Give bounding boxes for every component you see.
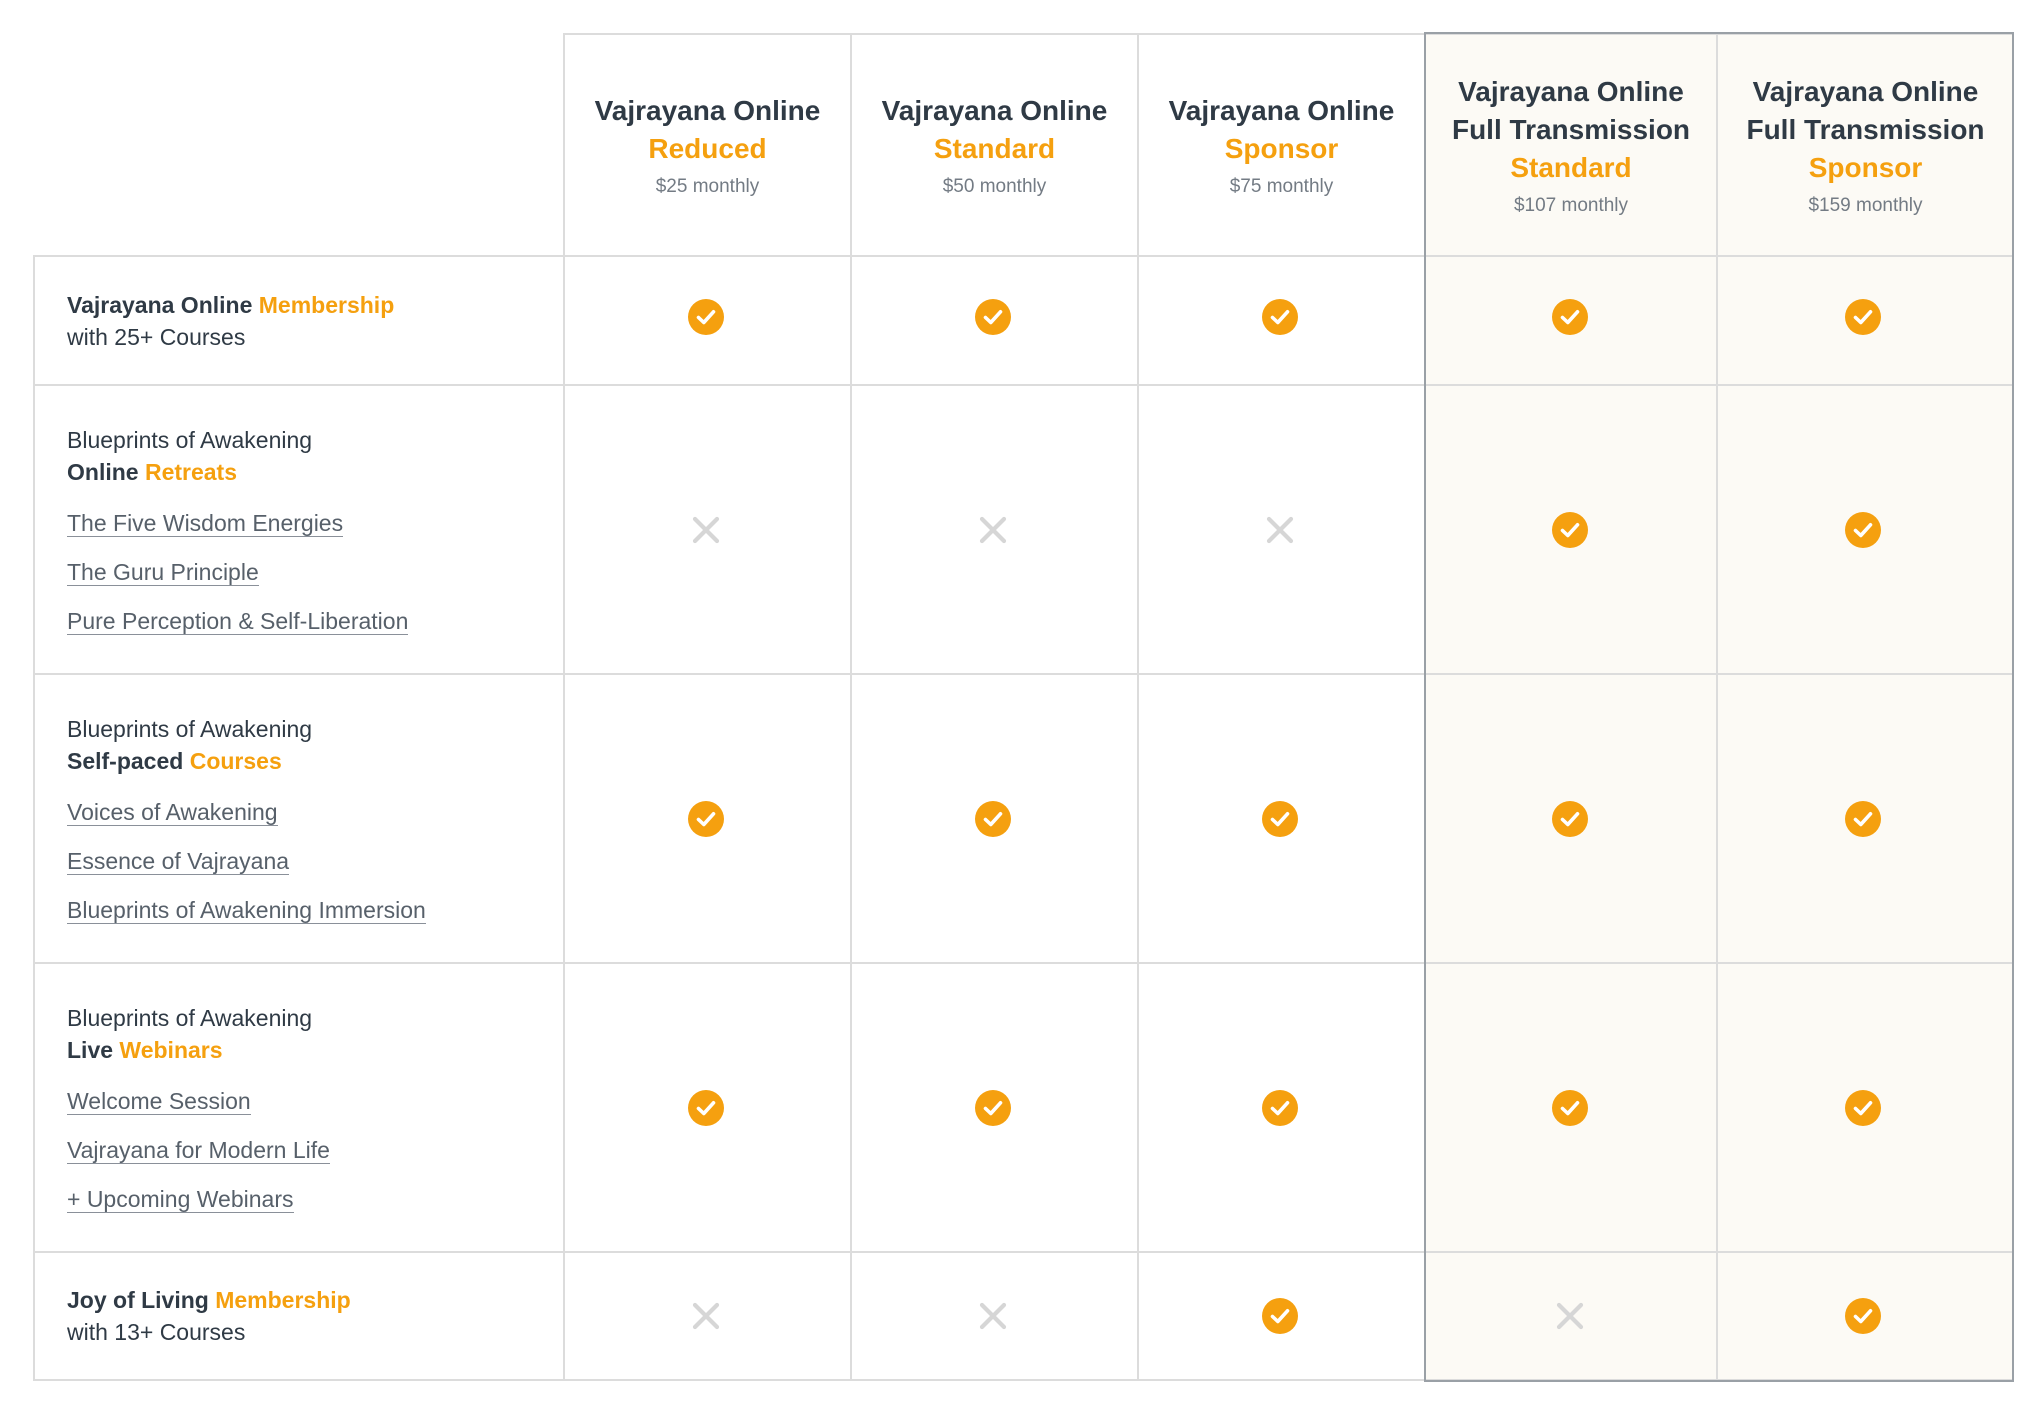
feature-vajrayana-membership: Vajrayana Online Membership with 25+ Cou… (35, 257, 563, 384)
check-circle-icon (975, 801, 1011, 837)
webinar-link-modern-life[interactable]: Vajrayana for Modern Life (67, 1137, 330, 1164)
check-circle-icon (1845, 512, 1881, 548)
x-icon (692, 1302, 720, 1330)
plan-price: $25 monthly (655, 176, 760, 197)
check-circle-icon (688, 801, 724, 837)
feature-title-accent: Webinars (119, 1037, 223, 1063)
feature-title-accent: Retreats (144, 459, 237, 485)
check-circle-icon (1552, 1090, 1588, 1126)
plan-tier: Sponsor (1224, 133, 1339, 164)
plan-name: Vajrayana Online (1752, 76, 1979, 107)
x-icon (692, 516, 720, 544)
feature-title: Vajrayana Online (67, 291, 253, 318)
course-link-voices-of-awakening[interactable]: Voices of Awakening (67, 799, 278, 826)
webinar-link-welcome-session[interactable]: Welcome Session (67, 1088, 251, 1115)
x-icon (979, 1302, 1007, 1330)
plan-header-standard: Vajrayana Online Standard $50 monthly (852, 35, 1137, 255)
feature-online-retreats: Blueprints of Awakening Online Retreats … (35, 386, 563, 673)
x-icon (1556, 1302, 1584, 1330)
feature-title-accent: Membership (258, 291, 395, 318)
feature-title-accent: Membership (215, 1287, 351, 1313)
plan-header-reduced: Vajrayana Online Reduced $25 monthly (565, 35, 850, 255)
full-transmission-group-border (1424, 32, 2014, 1382)
feature-title-accent: Courses (189, 748, 282, 774)
check-circle-icon (1262, 1090, 1298, 1126)
feature-self-paced-courses: Blueprints of Awakening Self-paced Cours… (35, 675, 563, 962)
feature-title: Blueprints of Awakening (67, 1005, 313, 1031)
check-circle-icon (975, 299, 1011, 335)
x-icon (1266, 516, 1294, 544)
plan-header-sponsor: Vajrayana Online Sponsor $75 monthly (1139, 35, 1424, 255)
retreat-link-five-wisdom-energies[interactable]: The Five Wisdom Energies (67, 510, 344, 537)
webinar-link-upcoming[interactable]: + Upcoming Webinars (67, 1186, 294, 1213)
feature-live-webinars: Blueprints of Awakening Live Webinars We… (35, 964, 563, 1251)
check-circle-icon (1552, 801, 1588, 837)
plan-price: $75 monthly (1229, 176, 1334, 197)
plan-header-full-sponsor: Vajrayana Online Full Transmission Spons… (1718, 35, 2013, 255)
feature-title: Blueprints of Awakening (67, 716, 313, 742)
check-circle-icon (1262, 801, 1298, 837)
plan-tier: Standard (933, 133, 1056, 164)
feature-title-strong: Online (67, 459, 139, 485)
plan-name-line2: Full Transmission (1451, 114, 1691, 145)
plan-name-line2: Full Transmission (1746, 114, 1985, 145)
plan-tier: Sponsor (1808, 152, 1923, 183)
plan-price: $159 monthly (1808, 195, 1923, 216)
plan-tier: Reduced (648, 133, 767, 164)
check-circle-icon (1552, 512, 1588, 548)
plan-price: $50 monthly (942, 176, 1047, 197)
check-circle-icon (1262, 299, 1298, 335)
check-circle-icon (688, 299, 724, 335)
course-link-essence-of-vajrayana[interactable]: Essence of Vajrayana (67, 848, 290, 875)
plan-price: $107 monthly (1513, 195, 1629, 216)
check-circle-icon (688, 1090, 724, 1126)
x-icon (979, 516, 1007, 544)
check-circle-icon (1552, 299, 1588, 335)
feature-title: Joy of Living (67, 1287, 209, 1313)
feature-joy-of-living-membership: Joy of Living Membership with 13+ Course… (35, 1253, 563, 1379)
plan-name: Vajrayana Online (1168, 95, 1395, 126)
retreat-link-pure-perception[interactable]: Pure Perception & Self-Liberation (67, 608, 409, 635)
check-circle-icon (1845, 801, 1881, 837)
check-circle-icon (1845, 1298, 1881, 1334)
feature-title: Blueprints of Awakening (67, 427, 313, 453)
check-circle-icon (975, 1090, 1011, 1126)
retreat-link-guru-principle[interactable]: The Guru Principle (67, 559, 259, 586)
plan-name: Vajrayana Online (594, 95, 821, 126)
feature-title-strong: Live (67, 1037, 114, 1063)
check-circle-icon (1845, 299, 1881, 335)
check-circle-icon (1845, 1090, 1881, 1126)
plan-tier: Standard (1510, 152, 1632, 183)
feature-subtitle: with 13+ Courses (67, 1319, 246, 1345)
plan-name: Vajrayana Online (1458, 76, 1684, 107)
plan-name: Vajrayana Online (881, 95, 1108, 126)
plan-header-full-standard: Vajrayana Online Full Transmission Stand… (1426, 35, 1716, 255)
check-circle-icon (1262, 1298, 1298, 1334)
full-transmission-highlight (1426, 33, 2013, 1381)
feature-title-strong: Self-paced (67, 748, 184, 774)
course-link-immersion[interactable]: Blueprints of Awakening Immersion (67, 897, 426, 924)
feature-subtitle: with 25+ Courses (67, 323, 246, 350)
